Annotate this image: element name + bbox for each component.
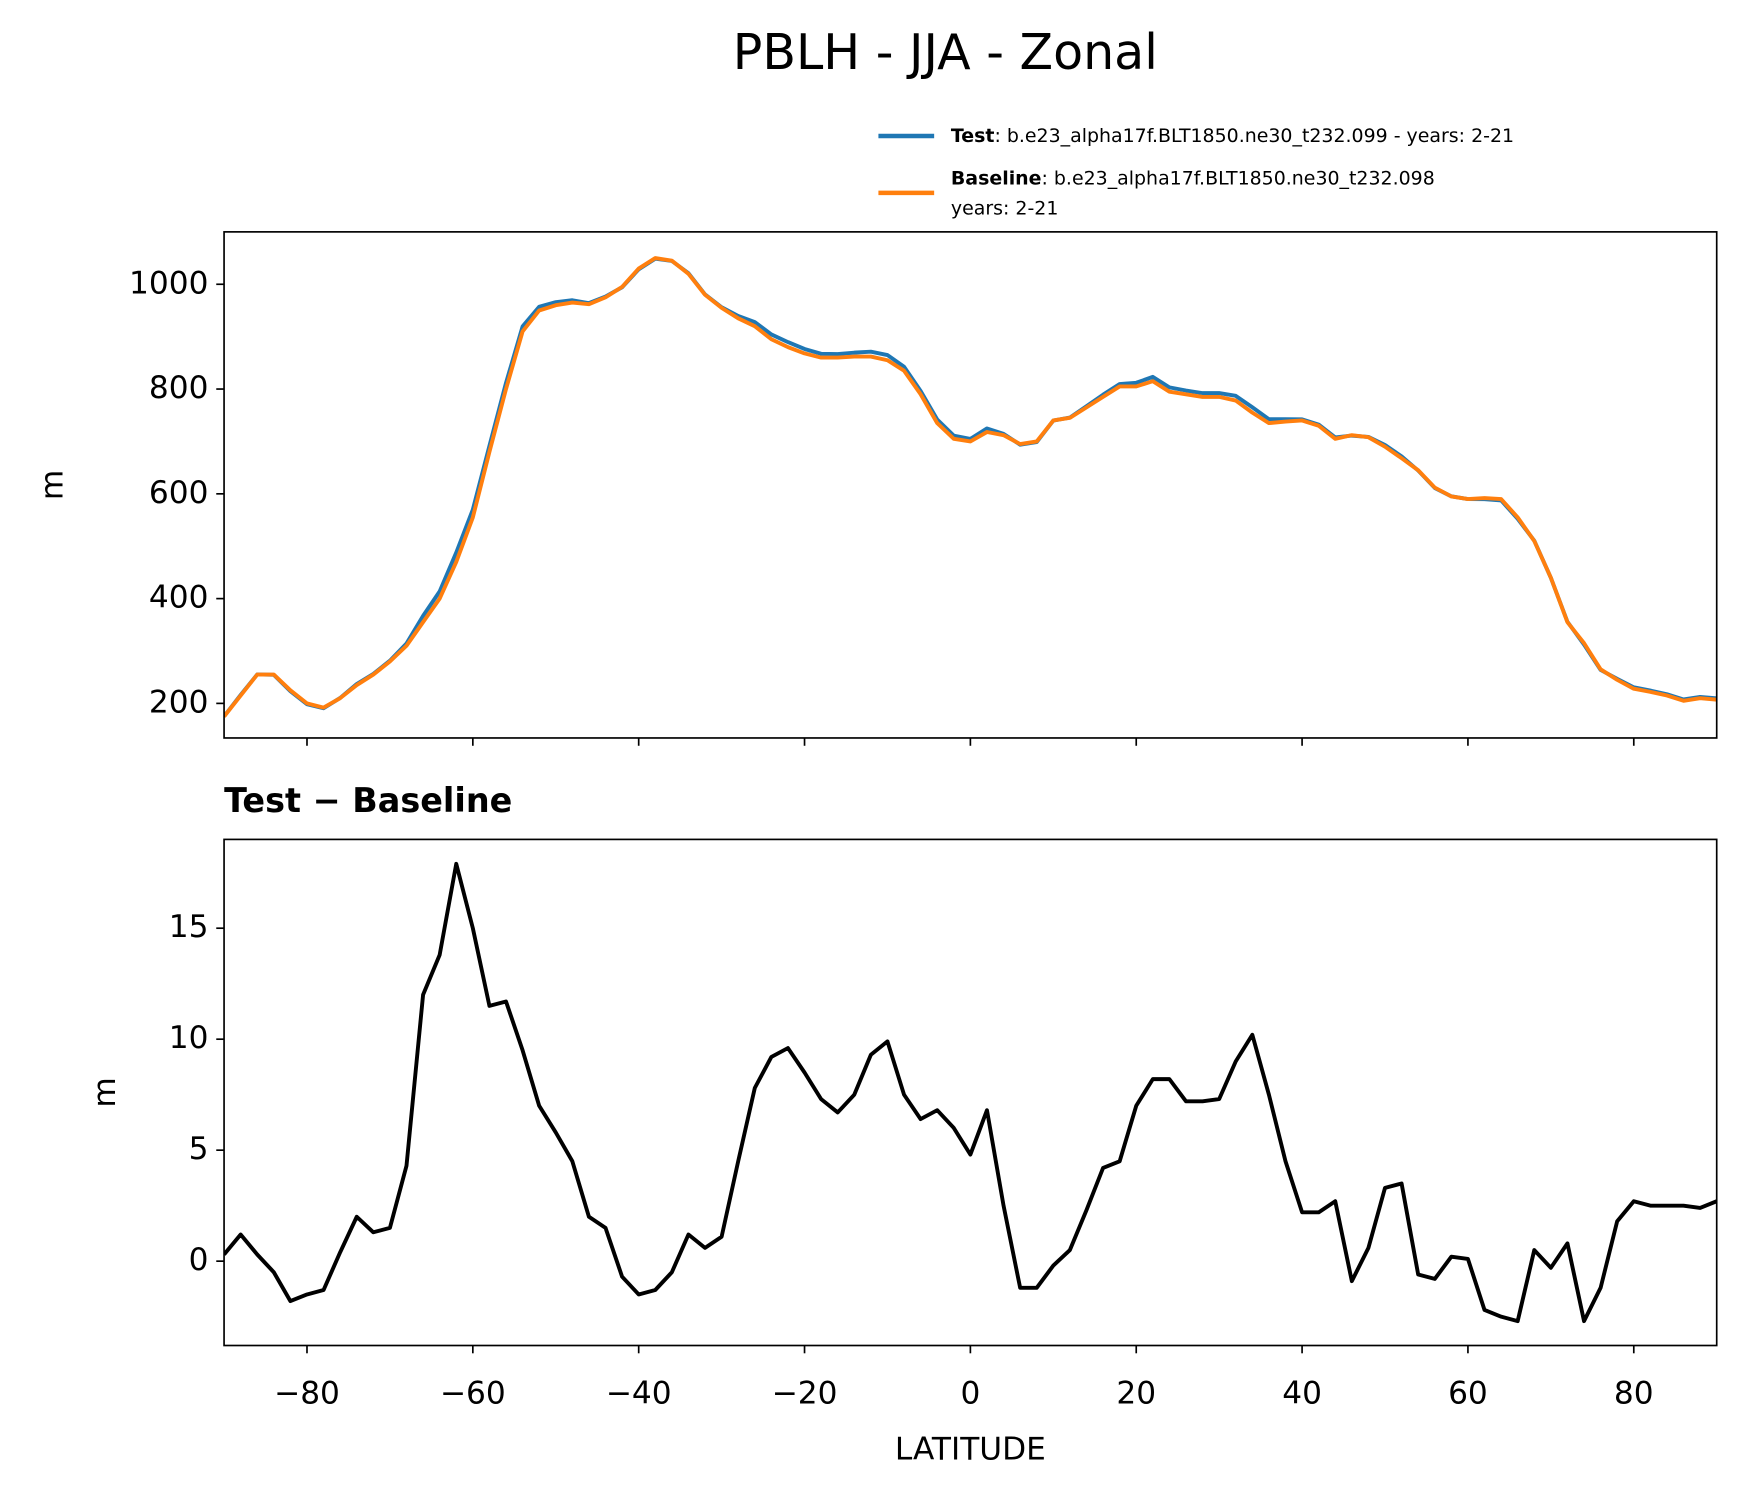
y-tick-label: 600 <box>149 475 209 511</box>
y-tick-label: 5 <box>189 1131 209 1167</box>
legend-label: Test: b.e23_alpha17f.BLT1850.ne30_t232.0… <box>951 125 1514 147</box>
y-tick-label: 1000 <box>129 265 208 301</box>
legend-label: years: 2-21 <box>951 197 1058 219</box>
legend-description: years: 2-21 <box>951 197 1058 219</box>
plot-area <box>224 861 1717 1324</box>
y-tick-label: 0 <box>189 1242 209 1278</box>
x-tick-label: −80 <box>274 1376 340 1412</box>
legend-description: : b.e23_alpha17f.BLT1850.ne30_t232.099 -… <box>994 125 1514 147</box>
plot-area <box>224 256 1717 718</box>
data-line <box>224 256 1717 718</box>
y-tick-label: 800 <box>149 370 209 406</box>
x-tick-label: −40 <box>606 1376 672 1412</box>
y-tick-label: 200 <box>149 684 209 720</box>
data-line <box>224 861 1717 1324</box>
x-tick-label: 80 <box>1614 1376 1654 1412</box>
legend-description: : b.e23_alpha17f.BLT1850.ne30_t232.098 <box>1042 167 1435 189</box>
x-axis-label: LATITUDE <box>895 1431 1046 1467</box>
x-tick-label: −20 <box>772 1376 838 1412</box>
figure-title: PBLH - JJA - Zonal <box>733 23 1158 81</box>
y-tick-label: 15 <box>169 909 209 945</box>
legend-name: Test <box>951 125 995 147</box>
axes-frame <box>223 838 1718 1347</box>
y-tick-label: 400 <box>149 580 209 616</box>
axes-title: Test − Baseline <box>224 781 512 820</box>
x-tick-label: 40 <box>1282 1376 1322 1412</box>
x-tick-label: 0 <box>960 1376 980 1412</box>
axes-frame <box>223 231 1718 739</box>
y-axis-label: m <box>35 470 71 500</box>
x-tick-label: 20 <box>1116 1376 1156 1412</box>
legend-label: Baseline: b.e23_alpha17f.BLT1850.ne30_t2… <box>951 167 1435 189</box>
legend-name: Baseline <box>951 167 1042 189</box>
y-axis-label: m <box>87 1077 123 1107</box>
x-tick-label: 60 <box>1448 1376 1488 1412</box>
y-tick-label: 10 <box>169 1020 209 1056</box>
x-tick-label: −60 <box>440 1376 506 1412</box>
